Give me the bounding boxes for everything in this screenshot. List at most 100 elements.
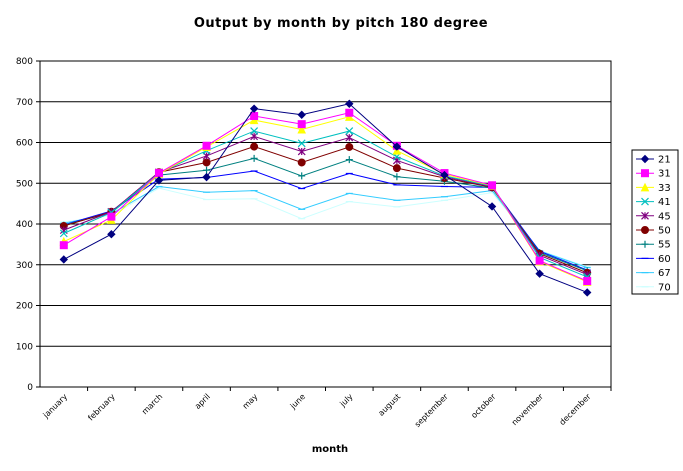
data-point-41 bbox=[297, 139, 306, 148]
data-point-31 bbox=[297, 120, 306, 129]
legend-item-21: 21 bbox=[636, 155, 671, 166]
legend-item-41: 41 bbox=[636, 197, 671, 208]
legend-item-70: 70 bbox=[636, 282, 671, 293]
legend-item-60: 60 bbox=[636, 254, 671, 265]
legend-item-33: 33 bbox=[636, 182, 671, 194]
y-tick-label: 200 bbox=[16, 302, 33, 312]
legend-label: 50 bbox=[658, 226, 671, 237]
legend-item-67: 67 bbox=[636, 268, 671, 279]
legend: 21 31 33 41 45 50 55 60 67 70 bbox=[631, 149, 679, 295]
data-point-21 bbox=[583, 288, 592, 297]
data-point-21 bbox=[154, 176, 164, 185]
legend-swatch-marker bbox=[641, 211, 649, 220]
legend-label: 45 bbox=[658, 211, 671, 222]
y-tick-label: 300 bbox=[16, 261, 33, 271]
x-tick-label: july bbox=[338, 392, 355, 409]
legend-item-45: 45 bbox=[636, 211, 671, 222]
series-line-55 bbox=[63, 157, 588, 272]
legend-swatch-marker bbox=[641, 240, 649, 248]
legend-label: 41 bbox=[658, 197, 671, 208]
data-point-21 bbox=[107, 229, 116, 239]
legend-label: 70 bbox=[658, 282, 671, 293]
data-point-21 bbox=[249, 104, 259, 113]
data-point-50 bbox=[345, 142, 354, 151]
data-point-31 bbox=[345, 108, 354, 117]
data-point-55 bbox=[298, 172, 306, 180]
series-line-41 bbox=[63, 130, 588, 278]
data-point-21 bbox=[345, 99, 354, 108]
data-point-50 bbox=[202, 158, 211, 167]
x-axis-ticks: january february march april may june july augu… bbox=[41, 387, 612, 429]
x-tick-label: january bbox=[41, 392, 70, 421]
legend-label: 55 bbox=[658, 240, 671, 251]
legend-swatch-marker bbox=[641, 226, 649, 234]
data-point-21 bbox=[535, 269, 544, 278]
y-axis-ticks: 0 100 200 300 400 500 600 700 800 bbox=[16, 57, 40, 393]
series-60 bbox=[60, 170, 591, 271]
data-point-50 bbox=[392, 164, 401, 173]
data-point-21 bbox=[297, 110, 306, 119]
y-tick-label: 100 bbox=[16, 342, 33, 352]
data-point-31 bbox=[154, 169, 163, 178]
legend-swatch-marker bbox=[641, 197, 649, 206]
data-point-41 bbox=[250, 127, 259, 136]
legend-label: 67 bbox=[658, 268, 671, 279]
x-tick-label: august bbox=[377, 392, 403, 418]
data-point-50 bbox=[297, 158, 306, 167]
data-point-21 bbox=[202, 172, 211, 182]
x-tick-label: december bbox=[558, 392, 593, 427]
series-line-70 bbox=[63, 187, 588, 268]
x-tick-label: march bbox=[140, 392, 164, 416]
series-31 bbox=[59, 108, 592, 286]
data-point-31 bbox=[107, 212, 116, 221]
series-21 bbox=[59, 99, 592, 297]
legend-label: 31 bbox=[658, 169, 671, 180]
x-tick-label: november bbox=[510, 392, 546, 428]
data-point-33 bbox=[249, 115, 259, 125]
data-point-41 bbox=[59, 229, 68, 238]
chart-title: Output by month by pitch 180 degree bbox=[194, 16, 488, 31]
series-41 bbox=[59, 127, 592, 281]
legend-label: 21 bbox=[658, 155, 671, 166]
x-tick-label: october bbox=[469, 392, 498, 421]
x-tick-label: june bbox=[288, 392, 307, 411]
data-point-33 bbox=[344, 112, 354, 121]
gridlines bbox=[40, 101, 611, 347]
x-tick-label: april bbox=[193, 392, 212, 411]
data-point-55 bbox=[393, 173, 401, 181]
data-point-55 bbox=[345, 156, 353, 164]
data-point-21 bbox=[440, 170, 449, 180]
y-tick-label: 400 bbox=[16, 220, 33, 230]
legend-swatch-marker bbox=[640, 154, 650, 164]
legend-item-55: 55 bbox=[636, 240, 671, 251]
legend-swatch-marker bbox=[640, 182, 650, 192]
x-axis-label: month bbox=[312, 444, 348, 455]
data-point-21 bbox=[392, 142, 402, 151]
data-point-31 bbox=[488, 181, 497, 190]
data-point-50 bbox=[250, 142, 259, 151]
y-tick-label: 500 bbox=[16, 179, 33, 189]
legend-label: 60 bbox=[658, 254, 671, 265]
x-tick-label: september bbox=[413, 392, 450, 429]
data-point-31 bbox=[250, 112, 259, 121]
legend-item-31: 31 bbox=[636, 169, 671, 180]
legend-frame bbox=[631, 149, 679, 295]
data-point-33 bbox=[297, 124, 307, 134]
x-tick-label: february bbox=[86, 392, 117, 423]
series-line-21 bbox=[63, 103, 588, 293]
y-tick-label: 700 bbox=[16, 98, 33, 108]
x-tick-label: may bbox=[241, 392, 260, 411]
y-tick-label: 600 bbox=[16, 139, 33, 149]
data-point-55 bbox=[203, 166, 211, 174]
legend-item-50: 50 bbox=[636, 226, 671, 237]
data-point-31 bbox=[202, 141, 211, 150]
y-tick-label: 0 bbox=[27, 383, 33, 393]
legend-swatch-marker bbox=[641, 169, 649, 178]
series-lines bbox=[59, 99, 592, 297]
y-tick-label: 800 bbox=[16, 57, 33, 67]
data-point-55 bbox=[250, 154, 258, 162]
data-point-41 bbox=[345, 127, 354, 136]
data-point-31 bbox=[535, 256, 544, 265]
